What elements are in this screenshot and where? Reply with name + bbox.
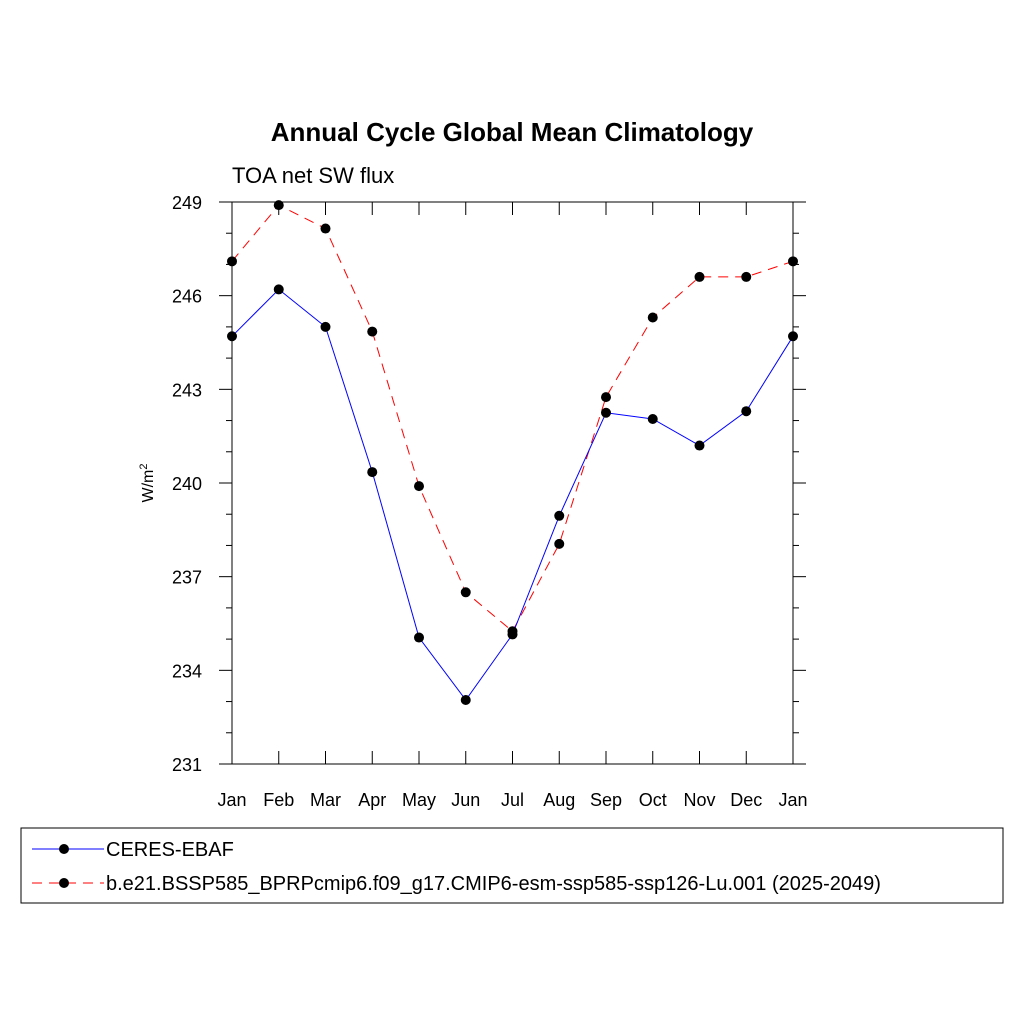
y-tick-label: 234 (172, 661, 202, 681)
y-tick-label: 237 (172, 568, 202, 588)
data-point-series-0 (414, 632, 424, 643)
data-point-series-1 (367, 326, 378, 337)
legend-marker-ceres (59, 844, 69, 854)
data-point-series-0 (741, 406, 752, 417)
data-point-series-0 (647, 413, 658, 424)
plot-border (231, 201, 794, 765)
data-point-series-0 (601, 407, 611, 418)
legend: CERES-EBAF b.e21.BSSP585_BPRPcmip6.f09_g… (20, 827, 1004, 904)
x-tick-label: Jan (217, 790, 246, 810)
legend-marker-model (59, 878, 69, 888)
legend-entry-model: b.e21.BSSP585_BPRPcmip6.f09_g17.CMIP6-es… (106, 873, 881, 895)
x-tick-label: Jun (451, 790, 480, 810)
y-tick-label: 249 (172, 193, 202, 213)
x-tick-label: Mar (310, 790, 341, 810)
data-point-series-1 (460, 587, 471, 598)
data-point-series-0 (227, 331, 237, 342)
x-tick-label: Sep (590, 790, 622, 810)
y-axis: 231 234 237 240 243 246 249 (172, 193, 806, 775)
data-point-series-1 (554, 538, 565, 549)
legend-box (20, 827, 1004, 904)
data-point-series-1 (788, 256, 798, 267)
series-line-1 (231, 204, 794, 633)
data-point-series-0 (507, 629, 518, 640)
data-point-series-1 (601, 392, 611, 403)
chart-subtitle: TOA net SW flux (232, 163, 394, 188)
data-point-series-1 (273, 200, 284, 211)
data-point-series-1 (320, 223, 331, 234)
chart-title: Annual Cycle Global Mean Climatology (271, 117, 754, 147)
y-tick-label: 243 (172, 380, 202, 400)
data-point-series-1 (227, 256, 237, 267)
x-tick-label: Nov (683, 790, 715, 810)
data-point-series-1 (741, 271, 752, 282)
y-tick-label: 240 (172, 474, 202, 494)
x-tick-label: Jan (778, 790, 807, 810)
data-point-series-0 (273, 284, 284, 295)
data-point-series-0 (554, 510, 565, 521)
x-tick-label: Dec (730, 790, 762, 810)
data-point-series-1 (414, 481, 424, 492)
x-tick-label: Oct (639, 790, 667, 810)
y-tick-label: 231 (172, 755, 202, 775)
data-point-series-1 (647, 312, 658, 323)
data-point-series-0 (788, 331, 798, 342)
x-tick-label: Apr (358, 790, 386, 810)
y-axis-label: W/m2 (138, 464, 157, 503)
data-point-series-0 (460, 694, 471, 705)
data-point-series-1 (694, 271, 705, 282)
x-tick-label: May (402, 790, 436, 810)
y-axis-label-superscript: 2 (138, 464, 150, 470)
data-point-series-0 (694, 440, 705, 451)
x-axis: Jan Feb Mar Apr May Jun Jul Aug Sep Oct Nov Dec Jan (217, 202, 808, 810)
x-tick-label: Feb (263, 790, 294, 810)
legend-entry-ceres: CERES-EBAF (106, 839, 234, 861)
y-axis-label-base: W/m (140, 470, 157, 503)
data-point-series-0 (367, 467, 378, 478)
plot-area (231, 201, 794, 765)
x-tick-label: Aug (543, 790, 575, 810)
x-tick-label: Jul (501, 790, 524, 810)
y-tick-label: 246 (172, 287, 202, 307)
data-point-series-0 (320, 321, 331, 332)
series-layer (227, 200, 798, 705)
